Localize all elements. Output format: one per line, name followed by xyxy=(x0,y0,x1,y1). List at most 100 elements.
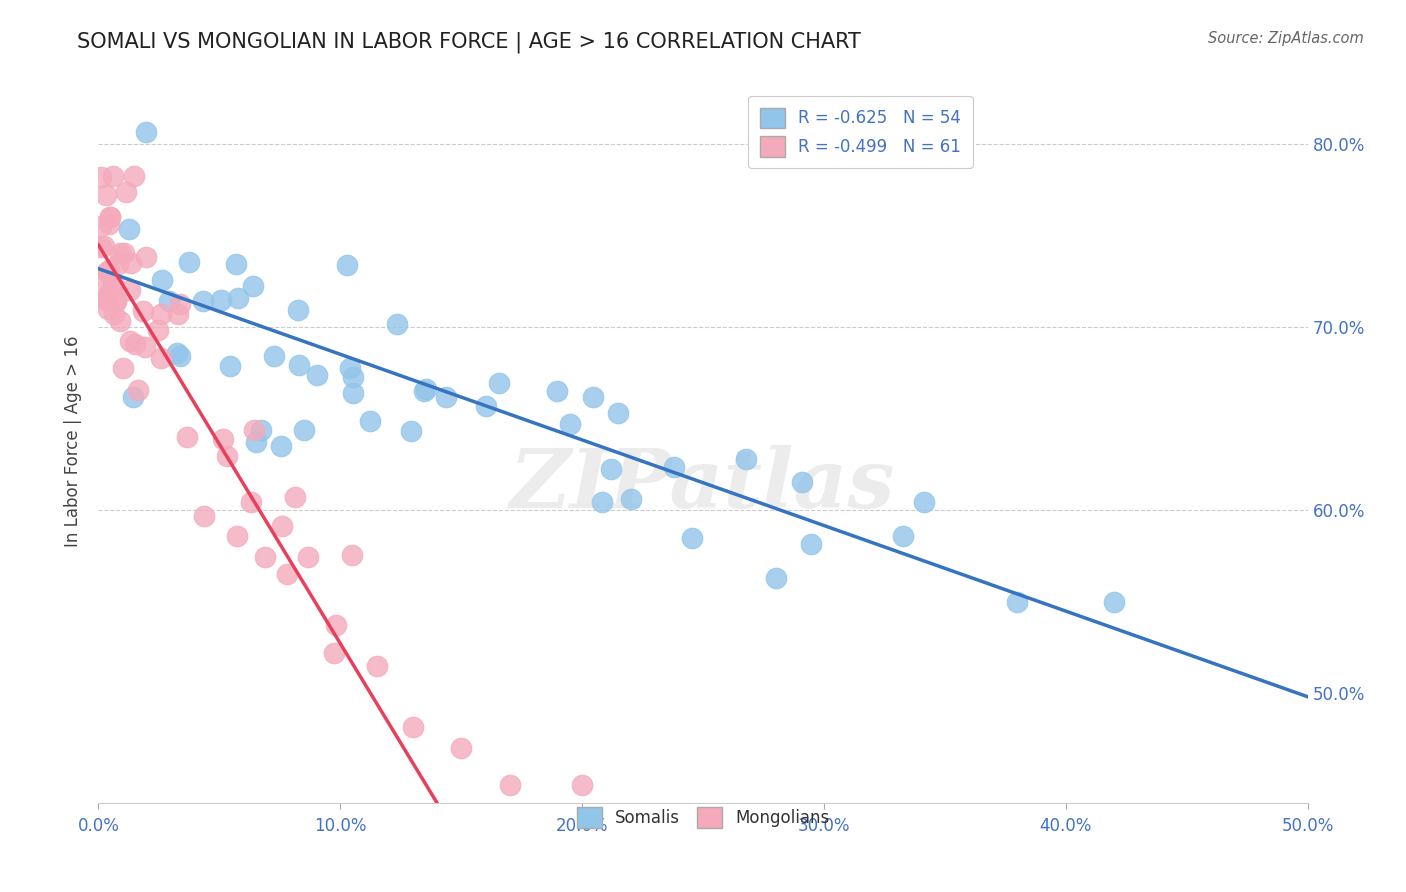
Point xyxy=(157,293,180,308)
Point xyxy=(620,491,643,506)
Point xyxy=(112,246,135,260)
Point xyxy=(169,350,191,364)
Point xyxy=(402,720,425,734)
Point xyxy=(582,390,605,404)
Point xyxy=(115,186,138,200)
Point xyxy=(122,169,145,183)
Point xyxy=(127,383,149,397)
Point xyxy=(287,303,309,318)
Point xyxy=(249,423,271,437)
Point xyxy=(735,451,758,466)
Point xyxy=(488,376,510,391)
Point xyxy=(96,290,118,304)
Point xyxy=(599,462,621,476)
Point xyxy=(765,571,787,585)
Legend: Somalis, Mongolians: Somalis, Mongolians xyxy=(569,800,837,834)
Point xyxy=(305,368,328,382)
Point xyxy=(134,341,156,355)
Point xyxy=(800,537,823,551)
Point xyxy=(94,188,117,202)
Point xyxy=(211,433,233,447)
Point xyxy=(166,346,188,360)
Point xyxy=(342,548,364,562)
Point xyxy=(90,170,112,185)
Point xyxy=(342,386,364,401)
Point xyxy=(169,297,191,311)
Point xyxy=(546,384,568,398)
Point xyxy=(96,265,118,279)
Point xyxy=(359,415,381,429)
Point xyxy=(98,211,121,225)
Text: SOMALI VS MONGOLIAN IN LABOR FORCE | AGE > 16 CORRELATION CHART: SOMALI VS MONGOLIAN IN LABOR FORCE | AGE… xyxy=(77,31,862,53)
Point xyxy=(242,279,264,293)
Point xyxy=(121,390,143,404)
Point xyxy=(336,258,359,272)
Point xyxy=(412,384,434,399)
Point xyxy=(103,307,125,321)
Point xyxy=(146,322,169,336)
Point xyxy=(1007,594,1029,608)
Point xyxy=(97,217,120,231)
Point xyxy=(242,423,264,437)
Point xyxy=(253,550,276,565)
Point xyxy=(100,210,122,224)
Point xyxy=(97,288,120,302)
Point xyxy=(385,317,408,331)
Point xyxy=(167,307,190,321)
Point xyxy=(450,740,472,755)
Point xyxy=(93,239,115,253)
Point xyxy=(434,390,457,404)
Point xyxy=(571,777,593,791)
Point xyxy=(217,450,239,464)
Point xyxy=(101,279,124,293)
Point xyxy=(498,777,520,791)
Point xyxy=(118,222,141,236)
Point xyxy=(245,434,267,449)
Point xyxy=(150,307,173,321)
Point xyxy=(90,219,112,233)
Point xyxy=(93,273,115,287)
Point xyxy=(1102,594,1125,608)
Point xyxy=(323,646,346,660)
Point xyxy=(914,495,936,509)
Point xyxy=(120,284,142,298)
Point xyxy=(399,424,422,438)
Point xyxy=(110,314,132,328)
Point xyxy=(90,240,112,254)
Point xyxy=(101,276,124,290)
Point xyxy=(176,430,198,444)
Point xyxy=(135,250,157,264)
Point xyxy=(474,400,496,414)
Point xyxy=(226,291,249,305)
Point xyxy=(591,495,613,509)
Point xyxy=(193,508,215,523)
Point xyxy=(325,618,347,632)
Point xyxy=(104,293,127,308)
Text: ZIPatlas: ZIPatlas xyxy=(510,445,896,524)
Point xyxy=(339,360,361,375)
Point xyxy=(120,334,142,348)
Point xyxy=(239,495,262,509)
Point xyxy=(226,529,249,543)
Point xyxy=(606,406,628,420)
Point xyxy=(560,417,582,432)
Point xyxy=(132,304,155,318)
Point xyxy=(366,659,388,673)
Point xyxy=(94,293,117,308)
Point xyxy=(415,382,437,396)
Point xyxy=(124,337,146,351)
Point xyxy=(97,263,120,277)
Point xyxy=(107,257,129,271)
Point xyxy=(97,301,120,316)
Point xyxy=(120,256,142,270)
Point xyxy=(284,490,307,504)
Point xyxy=(271,518,294,533)
Point xyxy=(135,125,157,139)
Y-axis label: In Labor Force | Age > 16: In Labor Force | Age > 16 xyxy=(65,335,83,548)
Point xyxy=(149,351,172,365)
Point xyxy=(112,361,135,376)
Point xyxy=(193,294,215,309)
Point xyxy=(219,359,242,374)
Text: Source: ZipAtlas.com: Source: ZipAtlas.com xyxy=(1208,31,1364,46)
Point xyxy=(891,528,914,542)
